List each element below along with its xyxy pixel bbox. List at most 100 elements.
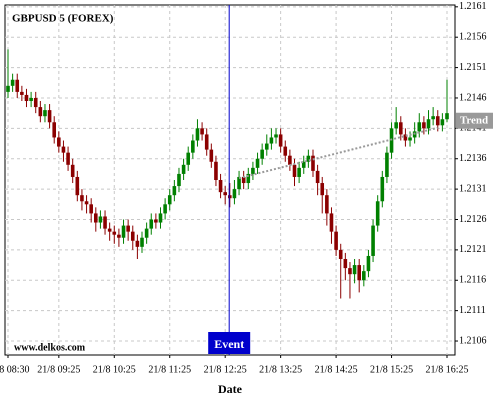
candle-body [117, 234, 121, 238]
x-tick-label: 21/8 12:25 [204, 364, 247, 375]
y-tick-label: 1.2116 [459, 275, 486, 286]
y-tick-label: 1.2121 [459, 244, 487, 255]
candle-body [398, 122, 403, 135]
candle-body [15, 79, 20, 92]
candle-body [135, 240, 140, 247]
x-axis-label: Date [218, 382, 243, 396]
candle-body [47, 110, 52, 123]
candle-body [440, 119, 445, 126]
y-tick-label: 1.2151 [459, 62, 487, 73]
candle-body [158, 213, 163, 223]
candle-body [435, 116, 440, 126]
candle-body [163, 204, 167, 214]
candle-body [403, 134, 408, 141]
y-tick-label: 1.2156 [459, 32, 487, 43]
candle-body [338, 249, 343, 259]
event-label: Event [214, 337, 244, 351]
candle-body [43, 110, 47, 117]
event-label-box [208, 332, 251, 354]
candle-body [232, 189, 237, 199]
candle-body [61, 146, 66, 153]
candle-body [371, 225, 375, 256]
candle-body [186, 152, 191, 165]
candle-body [209, 149, 214, 162]
candle-body [70, 164, 75, 177]
candle-body [144, 228, 149, 238]
candle-body [334, 231, 338, 250]
candle-body [204, 134, 209, 150]
candle-body [241, 176, 246, 184]
candle-body [154, 219, 158, 223]
candle-body [181, 164, 186, 174]
candle-body [228, 195, 232, 199]
candle-body [149, 219, 154, 229]
candle-body [167, 195, 172, 205]
candle-body [352, 265, 357, 275]
candle-body [315, 170, 320, 184]
candle-body [301, 161, 306, 168]
candle-body [274, 134, 278, 138]
candle-body [112, 231, 117, 235]
candle-body [292, 164, 297, 177]
candle-body [320, 183, 325, 196]
candle-body [375, 201, 380, 226]
candle-body [311, 155, 315, 171]
candle-body [380, 176, 385, 202]
candle-body [445, 113, 449, 120]
candle-body [191, 140, 195, 153]
plot-frame [4, 4, 456, 356]
candle-body [357, 265, 361, 281]
candle-body [362, 271, 366, 281]
x-tick-label: 21/8 13:25 [259, 364, 302, 375]
x-tick-label: 21/8 08:30 [0, 364, 30, 375]
candle-body [6, 85, 10, 92]
x-tick-label: 21/8 11:25 [148, 364, 191, 375]
candle-body [297, 167, 301, 177]
candle-body [52, 122, 57, 138]
y-tick-label: 1.2111 [459, 305, 486, 316]
candle-body [278, 134, 283, 147]
candle-body [385, 152, 389, 177]
candle-body [422, 122, 426, 129]
y-tick-label: 1.2126 [459, 214, 487, 225]
candle-body [107, 228, 112, 232]
y-tick-label: 1.2161 [459, 1, 487, 12]
candle-body [251, 167, 255, 174]
y-tick-label: 1.2106 [459, 335, 487, 346]
candle-body [89, 204, 93, 214]
candle-body [260, 149, 264, 159]
candle-body [343, 258, 348, 269]
candle-body [29, 97, 33, 102]
candle-body [306, 155, 311, 162]
candle-body [84, 201, 89, 205]
x-tick-label: 21/8 10:25 [93, 364, 136, 375]
candle-body [288, 155, 292, 165]
x-tick-label: 21/8 16:25 [425, 364, 468, 375]
candle-body [126, 225, 130, 232]
candle-body [264, 143, 269, 150]
candle-body [255, 158, 260, 168]
watermark: www.delkos.com [14, 342, 86, 353]
candle-body [325, 195, 329, 214]
candle-body [246, 173, 251, 184]
chart-title: GBPUSD 5 (FOREX) [12, 13, 114, 25]
candle-body [121, 225, 126, 238]
y-tick-label: 1.2146 [459, 92, 487, 103]
candle-body [348, 268, 352, 275]
candle-body [140, 237, 144, 247]
candle-body [426, 119, 431, 129]
candle-body [94, 213, 98, 223]
candle-body [408, 137, 412, 141]
trend-label: Trend [460, 114, 488, 126]
candle-body [33, 97, 38, 108]
trend-label-box [456, 112, 493, 129]
candle-body [223, 192, 227, 196]
y-tick-label: 1.2136 [459, 153, 487, 164]
y-tick-label: 1.2131 [459, 183, 487, 194]
candle-body [103, 216, 107, 229]
candle-body [417, 122, 422, 132]
candle-body [66, 152, 70, 165]
candle-body [98, 216, 103, 223]
candle-body [80, 195, 84, 202]
